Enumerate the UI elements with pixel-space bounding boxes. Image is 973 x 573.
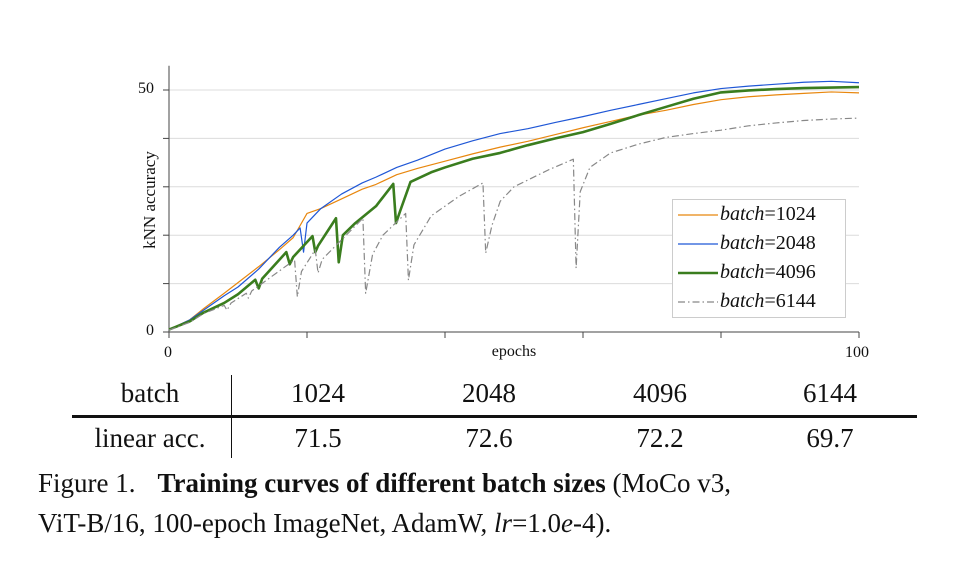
table-header-1024: 1024 [291, 378, 345, 408]
caption-lr-tail: -4). [573, 508, 612, 538]
table-header-2048: 2048 [462, 378, 516, 408]
series-line-batch-1024 [168, 91, 860, 331]
table-cell-6144: 69.7 [806, 423, 854, 453]
caption-line-2: ViT-B/16, 100-epoch ImageNet, AdamW, lr=… [38, 508, 611, 539]
legend-swatch [678, 213, 718, 216]
legend-swatch [678, 271, 718, 274]
caption-lr-eq: =1.0 [512, 508, 562, 538]
legend-item: batch =4096 [673, 258, 845, 287]
table-cell-2048: 72.6 [465, 423, 513, 453]
table-column-divider [231, 375, 232, 458]
caption-line-1: Figure 1. Training curves of different ba… [38, 468, 731, 499]
table-header-4096: 4096 [633, 378, 687, 408]
caption-text-2: ViT-B/16, 100-epoch ImageNet, AdamW, [38, 508, 495, 538]
x-tick-label-100: 100 [845, 344, 869, 361]
legend-prefix: batch [720, 261, 765, 283]
caption-text-1: (MoCo v3, [605, 468, 731, 498]
legend-swatch [678, 300, 718, 303]
legend-prefix: batch [720, 203, 765, 225]
legend-prefix: batch [720, 290, 765, 312]
legend-label: =6144 [764, 290, 816, 312]
series-line-batch-2048 [168, 80, 860, 331]
table-header-rule [72, 415, 917, 418]
table-header-batch: batch [120, 378, 180, 408]
x-tick-label-0: 0 [164, 344, 172, 361]
legend-swatch [678, 242, 718, 245]
caption-lr-e: e [561, 508, 574, 538]
legend-prefix: batch [720, 232, 765, 254]
legend-label: =2048 [764, 232, 816, 254]
y-tick-label-50: 50 [138, 80, 154, 97]
table-cell-4096: 72.2 [636, 423, 684, 453]
table-cell-1024: 71.5 [294, 423, 342, 453]
x-axis-label: epochs [491, 343, 537, 360]
series-line-batch-6144 [168, 117, 860, 331]
legend-item: batch =6144 [673, 287, 845, 316]
caption-label: Figure 1. [38, 468, 136, 498]
caption-title: Training curves of different batch sizes [157, 468, 606, 498]
legend-item: batch =1024 [673, 200, 845, 229]
caption-lr: lr [494, 508, 513, 538]
y-tick-label-0: 0 [146, 322, 154, 339]
table-header-6144: 6144 [803, 378, 857, 408]
legend-label: =4096 [764, 261, 816, 283]
legend: batch =1024 batch =2048 batch =4096 batch =6144 [672, 199, 846, 318]
legend-label: =1024 [764, 203, 816, 225]
table-row-label: linear acc. [94, 423, 206, 453]
y-axis-label: kNN accuracy [140, 151, 159, 249]
legend-item: batch =2048 [673, 229, 845, 258]
